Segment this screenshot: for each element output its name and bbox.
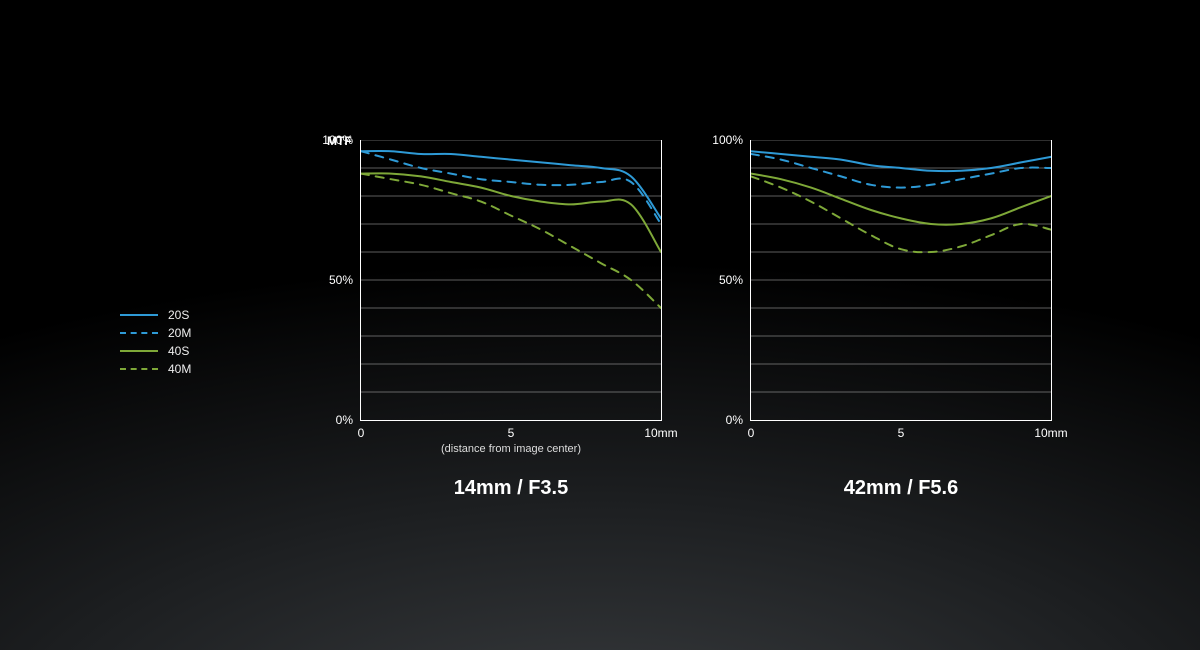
plot-area: 0%50%100%0510mm	[750, 140, 1052, 421]
legend-swatch-40s	[120, 350, 158, 352]
chart-42mm: 0%50%100%0510mm 42mm / F5.6	[750, 140, 1052, 421]
legend-item-40s: 40S	[120, 342, 191, 360]
legend-item-40m: 40M	[120, 360, 191, 378]
legend-label: 40S	[168, 344, 189, 358]
legend-label: 20M	[168, 326, 191, 340]
legend-swatch-40m	[120, 368, 158, 370]
legend-swatch-20s	[120, 314, 158, 316]
stage: 20S 20M 40S 40M MTF 0%50%100%0510mm (dis…	[0, 0, 1200, 650]
series-20S	[361, 151, 661, 218]
series-40S	[751, 174, 1051, 225]
series-40S	[361, 173, 661, 252]
y-tick-label: 100%	[712, 133, 751, 147]
chart-title: 14mm / F3.5	[360, 421, 662, 500]
legend: 20S 20M 40S 40M	[120, 306, 191, 378]
legend-label: 40M	[168, 362, 191, 376]
chart-title: 42mm / F5.6	[750, 421, 1052, 500]
series-20M	[361, 151, 661, 224]
legend-swatch-20m	[120, 332, 158, 334]
y-tick-label: 100%	[322, 133, 361, 147]
plot-area: MTF 0%50%100%0510mm	[360, 140, 662, 421]
series-40M	[361, 174, 661, 308]
y-tick-label: 50%	[719, 273, 751, 287]
legend-item-20s: 20S	[120, 306, 191, 324]
y-tick-label: 50%	[329, 273, 361, 287]
chart-14mm: MTF 0%50%100%0510mm (distance from image…	[360, 140, 662, 421]
legend-label: 20S	[168, 308, 189, 322]
legend-item-20m: 20M	[120, 324, 191, 342]
